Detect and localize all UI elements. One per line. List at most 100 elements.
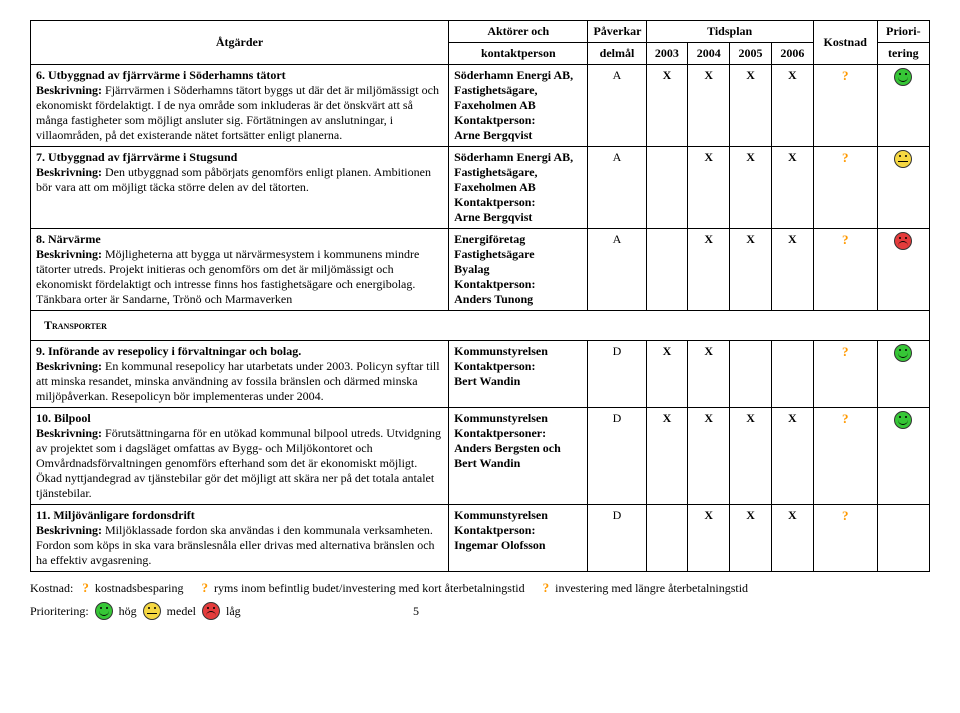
legend-prio-med: medel	[167, 604, 196, 619]
table-body: 6. Utbyggnad av fjärrvärme i Söderhamns …	[31, 65, 930, 572]
qmark-icon: ?	[202, 580, 209, 595]
action-desc: Beskrivning: En kommunal resepolicy har …	[36, 359, 443, 404]
action-desc: Beskrivning: Förutsättningarna för en ut…	[36, 426, 443, 501]
qmark-icon: ?	[82, 580, 89, 595]
actor-cell: Söderhamn Energi AB, Fastighetsägare, Fa…	[449, 147, 588, 229]
year-cell: X	[730, 505, 772, 572]
year-cell: X	[688, 408, 730, 505]
smiley-red-icon	[202, 602, 220, 620]
prio-cell	[877, 505, 929, 572]
year-cell: X	[730, 147, 772, 229]
year-cell: X	[771, 505, 813, 572]
prio-cell	[877, 408, 929, 505]
actor-cell: Söderhamn Energi AB, Fastighetsägare, Fa…	[449, 65, 588, 147]
action-title: 7. Utbyggnad av fjärrvärme i Stugsund	[36, 150, 443, 165]
table-header: Åtgärder Aktörer och Påverkar Tidsplan K…	[31, 21, 930, 65]
action-table: Åtgärder Aktörer och Påverkar Tidsplan K…	[30, 20, 930, 572]
hdr-action: Åtgärder	[31, 21, 449, 65]
year-cell: X	[646, 341, 688, 408]
delmal-cell: A	[588, 65, 646, 147]
section-row: Transporter	[31, 311, 930, 341]
year-cell	[646, 229, 688, 311]
hdr-delmal-1: Påverkar	[588, 21, 646, 43]
year-cell: X	[646, 65, 688, 147]
smiley-red-icon	[894, 232, 912, 250]
year-cell: X	[646, 408, 688, 505]
year-cell: X	[688, 341, 730, 408]
cost-cell: ?	[813, 505, 877, 572]
actor-cell: KommunstyrelsenKontaktpersoner:Anders Be…	[449, 408, 588, 505]
year-cell: X	[688, 147, 730, 229]
delmal-cell: A	[588, 147, 646, 229]
smiley-yellow-icon	[143, 602, 161, 620]
cost-cell: ?	[813, 341, 877, 408]
cost-cell: ?	[813, 408, 877, 505]
cost-cell: ?	[813, 65, 877, 147]
year-cell: X	[771, 147, 813, 229]
smiley-yellow-icon	[894, 150, 912, 168]
action-title: 6. Utbyggnad av fjärrvärme i Söderhamns …	[36, 68, 443, 83]
action-desc: Beskrivning: Miljöklassade fordon ska an…	[36, 523, 443, 568]
hdr-actor-2: kontaktperson	[449, 43, 588, 65]
table-row: 8. NärvärmeBeskrivning: Möjligheterna at…	[31, 229, 930, 311]
year-cell: X	[771, 408, 813, 505]
action-title: 10. Bilpool	[36, 411, 443, 426]
page-number: 5	[247, 604, 586, 619]
actor-cell: KommunstyrelsenKontaktperson:Bert Wandin	[449, 341, 588, 408]
legend: Kostnad: ? kostnadsbesparing ? ryms inom…	[30, 580, 930, 620]
legend-cost-2: ryms inom befintlig budet/investering me…	[214, 581, 525, 595]
table-row: 9. Införande av resepolicy i förvaltning…	[31, 341, 930, 408]
hdr-y1: 2003	[646, 43, 688, 65]
year-cell: X	[730, 408, 772, 505]
year-cell	[771, 341, 813, 408]
hdr-prio-1: Priori-	[877, 21, 929, 43]
delmal-cell: A	[588, 229, 646, 311]
smiley-green-icon	[894, 344, 912, 362]
hdr-prio-2: tering	[877, 43, 929, 65]
year-cell: X	[688, 229, 730, 311]
table-row: 10. BilpoolBeskrivning: Förutsättningarn…	[31, 408, 930, 505]
action-title: 11. Miljövänligare fordonsdrift	[36, 508, 443, 523]
table-row: 11. Miljövänligare fordonsdriftBeskrivni…	[31, 505, 930, 572]
table-row: 7. Utbyggnad av fjärrvärme i StugsundBes…	[31, 147, 930, 229]
section-label: Transporter	[36, 314, 924, 337]
actor-cell: EnergiföretagFastighetsägareByalagKontak…	[449, 229, 588, 311]
year-cell: X	[730, 229, 772, 311]
smiley-green-icon	[894, 411, 912, 429]
legend-prio-label: Prioritering:	[30, 604, 89, 619]
legend-cost-3: investering med längre återbetalningstid	[555, 581, 748, 595]
qmark-icon: ?	[543, 580, 550, 595]
actor-cell: KommunstyrelsenKontaktperson:Ingemar Olo…	[449, 505, 588, 572]
year-cell: X	[688, 505, 730, 572]
hdr-y2: 2004	[688, 43, 730, 65]
cost-cell: ?	[813, 229, 877, 311]
legend-cost-1: kostnadsbesparing	[95, 581, 184, 595]
year-cell: X	[730, 65, 772, 147]
hdr-tidsplan: Tidsplan	[646, 21, 813, 43]
prio-cell	[877, 341, 929, 408]
cost-cell: ?	[813, 147, 877, 229]
legend-prio-low: låg	[226, 604, 241, 619]
smiley-green-icon	[95, 602, 113, 620]
year-cell	[730, 341, 772, 408]
action-desc: Beskrivning: Fjärrvärmen i Söderhamns tä…	[36, 83, 443, 143]
legend-prio-high: hög	[119, 604, 137, 619]
action-title: 8. Närvärme	[36, 232, 443, 247]
table-row: 6. Utbyggnad av fjärrvärme i Söderhamns …	[31, 65, 930, 147]
hdr-y3: 2005	[730, 43, 772, 65]
year-cell: X	[771, 229, 813, 311]
prio-cell	[877, 147, 929, 229]
year-cell: X	[771, 65, 813, 147]
action-desc: Beskrivning: Möjligheterna att bygga ut …	[36, 247, 443, 307]
legend-cost-label: Kostnad:	[30, 581, 73, 595]
smiley-green-icon	[894, 68, 912, 86]
prio-cell	[877, 229, 929, 311]
action-title: 9. Införande av resepolicy i förvaltning…	[36, 344, 443, 359]
year-cell: X	[688, 65, 730, 147]
year-cell	[646, 147, 688, 229]
prio-cell	[877, 65, 929, 147]
delmal-cell: D	[588, 505, 646, 572]
action-desc: Beskrivning: Den utbyggnad som påbörjats…	[36, 165, 443, 195]
delmal-cell: D	[588, 341, 646, 408]
hdr-cost: Kostnad	[813, 21, 877, 65]
